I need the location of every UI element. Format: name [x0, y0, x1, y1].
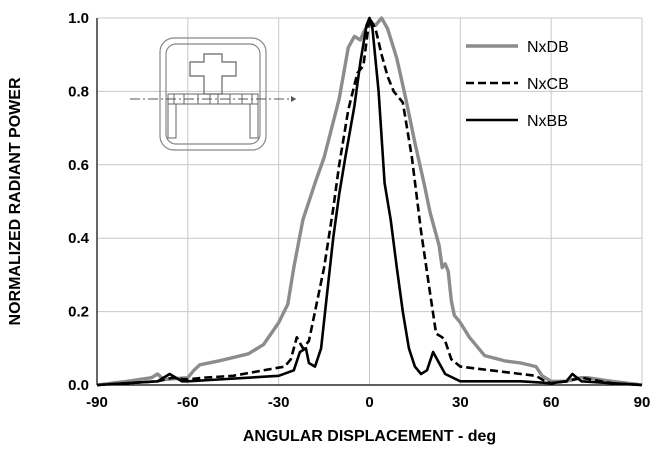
legend: NxDB NxCB NxBB	[466, 39, 569, 130]
x-tick-label: 0	[365, 394, 373, 411]
x-tick-label: 30	[452, 394, 469, 411]
y-tick-label: 0.0	[68, 377, 89, 394]
series-line-nxbb	[96, 16, 643, 387]
legend-label: NxBB	[527, 113, 568, 130]
y-tick-label: 0.4	[68, 230, 90, 247]
y-tick-label: 1.0	[68, 10, 89, 27]
x-tick-label: -60	[177, 394, 199, 411]
x-tick-label: -90	[86, 394, 108, 411]
grid	[96, 17, 643, 386]
series	[96, 16, 643, 387]
x-tick-label: 90	[634, 394, 651, 411]
package-outline-icon	[130, 37, 296, 151]
y-tick-label: 0.8	[68, 83, 89, 100]
x-axis-title: ANGULAR DISPLACEMENT - deg	[243, 428, 496, 445]
labels: -90 -60 -30 0 30 60 90 0.0 0.2 0.4 0.6 0.8 1.0 ANGULA…	[7, 10, 650, 445]
legend-label: NxDB	[527, 39, 569, 56]
y-tick-label: 0.6	[68, 157, 89, 174]
legend-label: NxCB	[527, 76, 569, 93]
series-line-nxcb	[96, 16, 643, 387]
axes	[96, 18, 642, 386]
x-tick-label: -30	[268, 394, 290, 411]
y-axis-title: NORMALIZED RADIANT POWER	[7, 77, 24, 325]
y-tick-label: 0.2	[68, 304, 89, 321]
series-line-nxdb	[96, 16, 643, 387]
x-tick-label: 60	[543, 394, 560, 411]
